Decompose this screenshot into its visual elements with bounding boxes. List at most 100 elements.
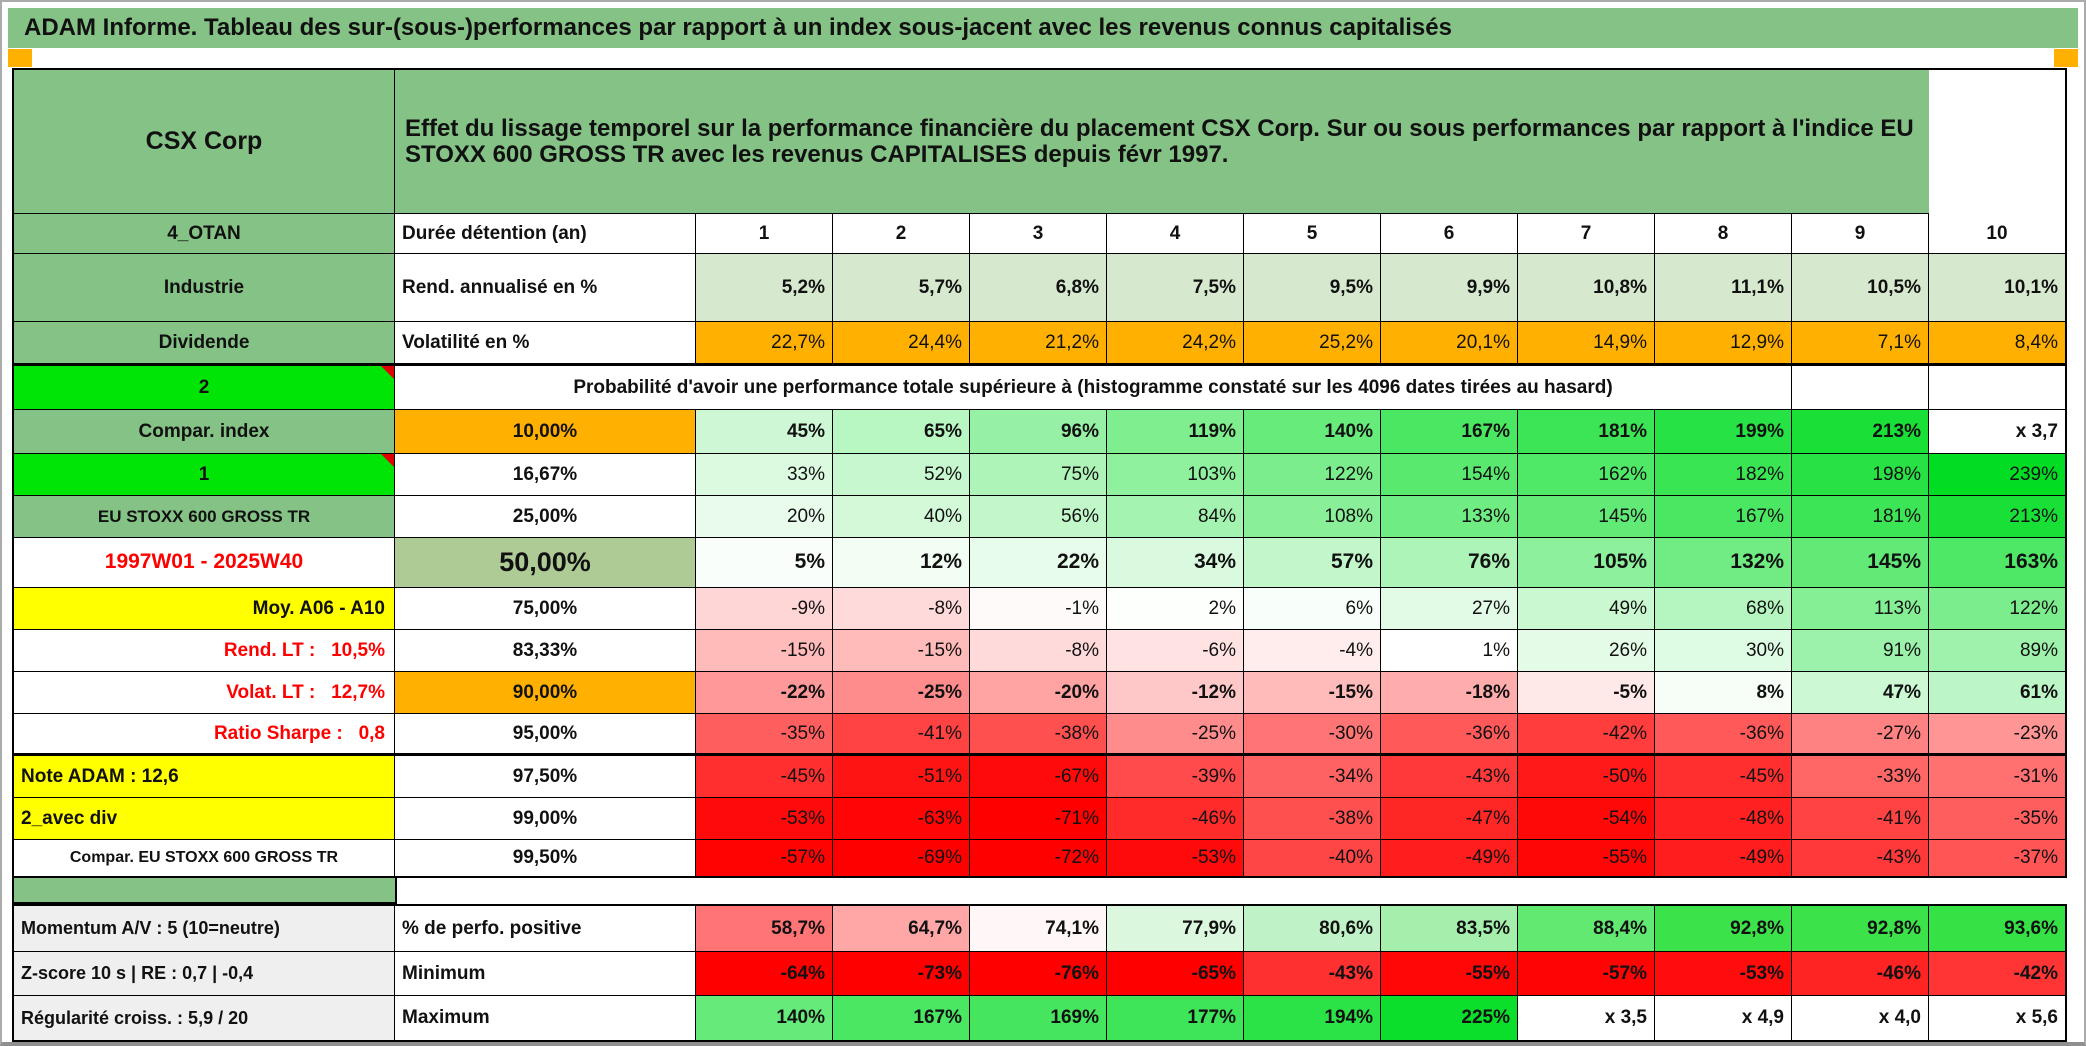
matrix-cell[interactable]: 33% (696, 454, 833, 496)
row-head[interactable]: 75,00% (395, 588, 696, 630)
matrix-cell[interactable]: -71% (970, 798, 1107, 840)
matrix-cell[interactable]: 239% (1929, 454, 2065, 496)
row-head[interactable]: Durée détention (an) (395, 214, 696, 254)
matrix-cell[interactable]: 1% (1381, 630, 1518, 672)
row-head[interactable]: 95,00% (395, 714, 696, 756)
matrix-cell[interactable]: -35% (696, 714, 833, 756)
matrix-cell[interactable]: -31% (1929, 756, 2065, 798)
matrix-cell[interactable]: 61% (1929, 672, 2065, 714)
matrix-cell[interactable]: 122% (1244, 454, 1381, 496)
row-head[interactable]: 99,50% (395, 840, 696, 876)
row-head[interactable]: Maximum (395, 996, 696, 1040)
matrix-cell[interactable]: -43% (1244, 952, 1381, 996)
row-head[interactable]: Rend. annualisé en % (395, 254, 696, 322)
matrix-cell[interactable]: 9,9% (1381, 254, 1518, 322)
matrix-cell[interactable]: 76% (1381, 538, 1518, 588)
row-label[interactable]: Compar. index (14, 410, 395, 454)
matrix-cell[interactable]: 167% (833, 996, 970, 1040)
matrix-cell[interactable]: -46% (1107, 798, 1244, 840)
matrix-cell[interactable]: 84% (1107, 496, 1244, 538)
matrix-cell[interactable]: 145% (1792, 538, 1929, 588)
matrix-cell[interactable]: 194% (1244, 996, 1381, 1040)
matrix-cell[interactable]: 64,7% (833, 906, 970, 952)
matrix-cell[interactable]: 3 (970, 214, 1107, 254)
matrix-cell[interactable]: -8% (833, 588, 970, 630)
matrix-cell[interactable]: -55% (1518, 840, 1655, 876)
matrix-cell[interactable]: 24,2% (1107, 322, 1244, 366)
matrix-cell[interactable]: 133% (1381, 496, 1518, 538)
matrix-cell[interactable]: 7 (1518, 214, 1655, 254)
matrix-cell[interactable]: -45% (1655, 756, 1792, 798)
matrix-cell[interactable]: 163% (1929, 538, 2065, 588)
row-head[interactable]: 50,00% (395, 538, 696, 588)
matrix-cell[interactable]: 154% (1381, 454, 1518, 496)
matrix-cell[interactable]: 27% (1381, 588, 1518, 630)
row-head[interactable]: 99,00% (395, 798, 696, 840)
matrix-cell[interactable]: -42% (1518, 714, 1655, 756)
matrix-cell[interactable]: -51% (833, 756, 970, 798)
matrix-cell[interactable]: 92,8% (1792, 906, 1929, 952)
matrix-cell[interactable]: 77,9% (1107, 906, 1244, 952)
matrix-cell[interactable]: -20% (970, 672, 1107, 714)
matrix-cell[interactable]: -42% (1929, 952, 2065, 996)
row-head[interactable]: % de perfo. positive (395, 906, 696, 952)
matrix-cell[interactable]: 93,6% (1929, 906, 2065, 952)
matrix-cell[interactable]: -67% (970, 756, 1107, 798)
matrix-cell[interactable]: 22,7% (696, 322, 833, 366)
matrix-cell[interactable]: -6% (1107, 630, 1244, 672)
matrix-cell[interactable]: 12% (833, 538, 970, 588)
matrix-cell[interactable]: 198% (1792, 454, 1929, 496)
matrix-cell[interactable]: 58,7% (696, 906, 833, 952)
matrix-cell[interactable]: 20,1% (1381, 322, 1518, 366)
row-label[interactable]: Régularité croiss. : 5,9 / 20 (14, 996, 395, 1040)
matrix-cell[interactable]: -37% (1929, 840, 2065, 876)
matrix-cell[interactable]: -48% (1655, 798, 1792, 840)
matrix-cell[interactable]: 167% (1655, 496, 1792, 538)
matrix-cell[interactable]: -53% (1107, 840, 1244, 876)
matrix-cell[interactable]: -49% (1655, 840, 1792, 876)
merged-note-cell[interactable]: Probabilité d'avoir une performance tota… (395, 366, 1792, 410)
matrix-cell[interactable]: -22% (696, 672, 833, 714)
matrix-cell[interactable]: -5% (1518, 672, 1655, 714)
matrix-cell[interactable]: -53% (696, 798, 833, 840)
matrix-cell[interactable]: 119% (1107, 410, 1244, 454)
matrix-cell[interactable]: 1 (696, 214, 833, 254)
matrix-cell[interactable]: 113% (1792, 588, 1929, 630)
matrix-cell[interactable]: 45% (696, 410, 833, 454)
matrix-cell[interactable]: -57% (1518, 952, 1655, 996)
row-head[interactable]: Volatilité en % (395, 322, 696, 366)
matrix-cell[interactable]: 5% (696, 538, 833, 588)
matrix-cell[interactable]: 2% (1107, 588, 1244, 630)
row-label[interactable]: Dividende (14, 322, 395, 366)
matrix-cell[interactable]: 105% (1518, 538, 1655, 588)
row-head[interactable]: 97,50% (395, 756, 696, 798)
matrix-cell[interactable] (1792, 366, 1929, 410)
matrix-cell[interactable]: 34% (1107, 538, 1244, 588)
matrix-cell[interactable]: -43% (1381, 756, 1518, 798)
matrix-cell[interactable]: 103% (1107, 454, 1244, 496)
matrix-cell[interactable]: 10,5% (1792, 254, 1929, 322)
matrix-cell[interactable]: 177% (1107, 996, 1244, 1040)
matrix-cell[interactable]: 9,5% (1244, 254, 1381, 322)
matrix-cell[interactable]: -54% (1518, 798, 1655, 840)
matrix-cell[interactable]: 49% (1518, 588, 1655, 630)
row-head[interactable]: 16,67% (395, 454, 696, 496)
matrix-cell[interactable]: -23% (1929, 714, 2065, 756)
matrix-cell[interactable]: -38% (970, 714, 1107, 756)
matrix-cell[interactable]: 40% (833, 496, 970, 538)
row-label[interactable]: 2_avec div (14, 798, 395, 840)
matrix-cell[interactable]: 26% (1518, 630, 1655, 672)
matrix-cell[interactable]: 199% (1655, 410, 1792, 454)
matrix-cell[interactable]: 8% (1655, 672, 1792, 714)
matrix-cell[interactable]: 47% (1792, 672, 1929, 714)
matrix-cell[interactable]: 10,8% (1518, 254, 1655, 322)
matrix-cell[interactable]: 182% (1655, 454, 1792, 496)
matrix-cell[interactable]: -25% (833, 672, 970, 714)
matrix-cell[interactable]: -4% (1244, 630, 1381, 672)
matrix-cell[interactable]: -55% (1381, 952, 1518, 996)
matrix-cell[interactable]: 89% (1929, 630, 2065, 672)
matrix-cell[interactable]: 68% (1655, 588, 1792, 630)
matrix-cell[interactable]: -41% (1792, 798, 1929, 840)
row-label[interactable]: Compar. EU STOXX 600 GROSS TR (14, 840, 395, 876)
matrix-cell[interactable]: -38% (1244, 798, 1381, 840)
